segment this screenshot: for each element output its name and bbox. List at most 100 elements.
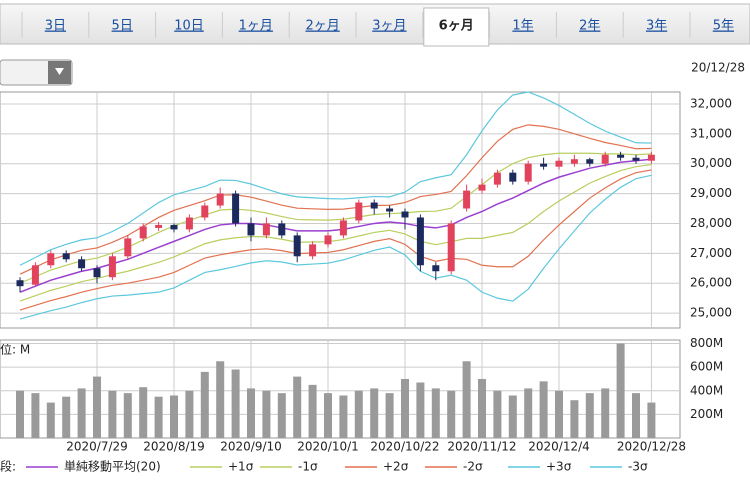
candle-body [355, 202, 363, 221]
candle-body [416, 217, 424, 266]
tab[interactable]: 3年 [646, 19, 667, 34]
volume-bar [247, 388, 255, 438]
price-panel [0, 91, 681, 329]
volume-bar [324, 393, 332, 438]
volume-bar [493, 390, 502, 438]
volume-bar [231, 369, 240, 438]
volume-bar [385, 393, 394, 438]
tab[interactable]: 10日 [174, 19, 204, 34]
band-line [19, 163, 652, 302]
tab[interactable]: 1年 [512, 19, 533, 34]
candle-body [108, 256, 116, 278]
volume-bar [185, 390, 194, 438]
volume-bar [200, 371, 209, 438]
volume-bar [616, 343, 625, 438]
volume-bar [123, 393, 132, 438]
volume-bar [339, 395, 348, 438]
candle-body [93, 268, 101, 278]
tab-bar [0, 3, 750, 45]
candle-body [339, 220, 347, 236]
volume-bar [539, 381, 548, 438]
tabs: 3日 5日 10日 1ヶ月 2ヶ月 3ヶ月 6ヶ月 1年 2年 3年 5年 [21, 7, 734, 47]
tab[interactable]: 6ヶ月 [439, 19, 474, 34]
candle-body [324, 235, 332, 245]
volume-bar [632, 393, 640, 438]
candle-body [16, 280, 24, 287]
candle-body [31, 265, 39, 285]
volume-bar [585, 393, 594, 438]
legend-label: -3σ [628, 460, 648, 474]
candle-body [401, 211, 409, 218]
candle-body [478, 184, 486, 191]
dropdown-arrow [55, 68, 64, 75]
volume-bar [262, 390, 271, 438]
volume-unit: 位: M [0, 342, 30, 357]
candle-body [62, 253, 70, 260]
tab[interactable]: 1ヶ月 [239, 19, 273, 34]
volume-bar [524, 388, 533, 438]
candle-body [386, 208, 394, 212]
volume-bar [216, 361, 225, 438]
candle-body [570, 159, 578, 164]
volume-bar [478, 378, 486, 438]
x-tick-label: 2020/12/4 [528, 440, 590, 454]
tab[interactable]: 2年 [579, 19, 600, 34]
candle-body [370, 202, 378, 209]
candle-body [647, 154, 655, 161]
y-tick-label: 32,000 [690, 96, 732, 110]
volume-bar [647, 402, 656, 438]
candle-body [185, 217, 193, 230]
y-tick-label: 29,000 [690, 186, 732, 200]
volume-bar [570, 400, 579, 438]
tab[interactable]: 3日 [45, 19, 66, 34]
candle-body [632, 157, 640, 161]
candle-body [617, 154, 625, 158]
band-line [19, 174, 652, 320]
candle-body [447, 223, 455, 272]
y-tick-label: 400M [690, 383, 723, 397]
volume-bar [401, 378, 409, 438]
volume-bar [601, 388, 610, 438]
legend-label: +3σ [546, 460, 572, 474]
candle-body [601, 154, 609, 164]
band-line [19, 169, 652, 311]
legend-label: +1σ [228, 460, 254, 474]
y-tick-label: 25,000 [690, 306, 732, 320]
volume-bar [77, 388, 86, 438]
x-tick-label: 2020/8/19 [143, 440, 205, 454]
legend-label: -1σ [298, 460, 318, 474]
candle-body [155, 224, 163, 228]
date-label: 20/12/28 [691, 61, 745, 75]
band-line [19, 124, 652, 275]
volume-bar [370, 388, 379, 438]
y-tick-label: 26,000 [690, 276, 732, 290]
candle-body [293, 235, 301, 257]
candle-body [232, 193, 240, 224]
candle-body [524, 163, 532, 182]
y-tick-label: 28,000 [690, 216, 732, 230]
candle-body [432, 265, 440, 272]
volume-bar [447, 390, 456, 438]
tab[interactable]: 5日 [112, 19, 133, 34]
x-tick-label: 2020/11/12 [447, 440, 516, 454]
legend-label: -2σ [463, 460, 483, 474]
x-tick-label: 2020/12/28 [617, 440, 686, 454]
volume-bar [139, 387, 148, 438]
tab[interactable]: 5年 [713, 19, 734, 34]
candle-body [262, 223, 270, 236]
tab[interactable]: 2ヶ月 [305, 19, 339, 34]
candle-body [216, 193, 224, 206]
volume-bar [31, 393, 40, 438]
volume-bar [16, 390, 24, 438]
y-tick-label: 31,000 [690, 126, 732, 140]
volume-bar [277, 393, 286, 438]
x-tick-label: 2020/7/29 [66, 440, 128, 454]
tab[interactable]: 3ヶ月 [372, 19, 406, 34]
candle-body [278, 223, 286, 236]
volume-bar [93, 376, 101, 438]
volume-bar [108, 390, 117, 438]
legend-label: +2σ [383, 460, 409, 474]
x-tick-label: 2020/10/22 [370, 440, 439, 454]
legend-prefix: 段: [0, 459, 16, 474]
